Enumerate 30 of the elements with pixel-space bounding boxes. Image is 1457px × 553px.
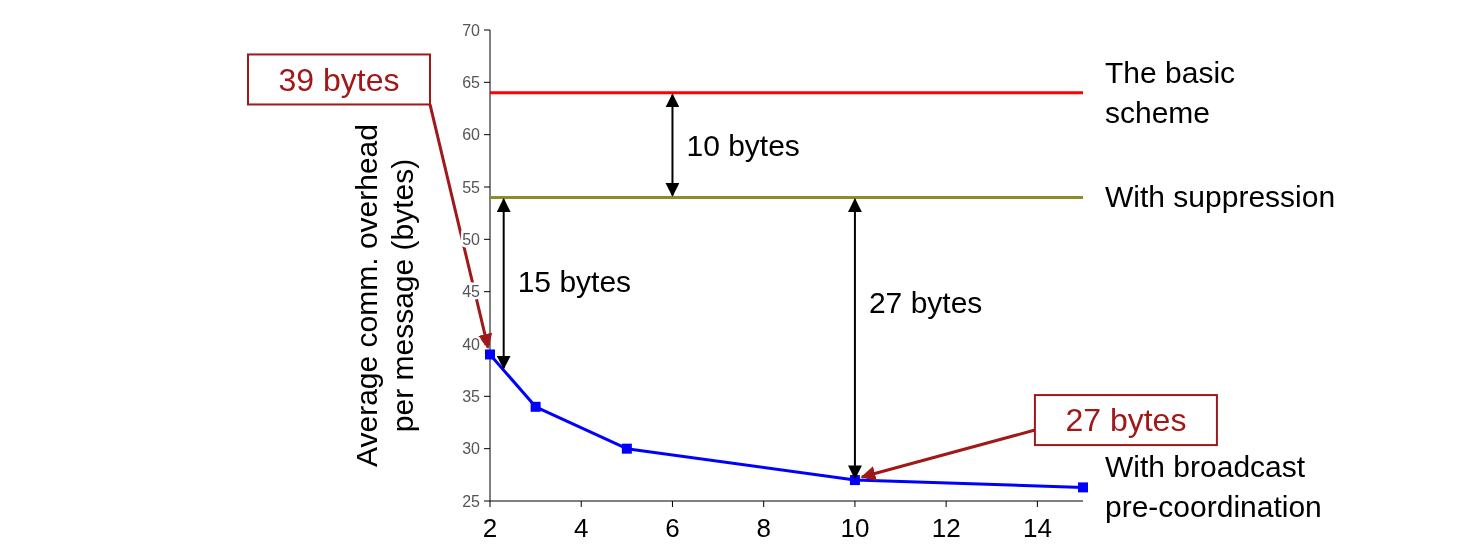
x-tick-label: 4 — [574, 513, 589, 543]
y-tick-label: 30 — [462, 440, 481, 458]
annotation: 27 bytes — [1065, 402, 1187, 439]
y-tick-label: 55 — [462, 178, 481, 196]
series-label: With suppression — [1105, 180, 1336, 214]
annotation: 27 bytes — [868, 285, 983, 319]
x-tick-label: 2 — [482, 513, 498, 543]
point — [849, 475, 860, 486]
x-tick-label: 10 — [840, 513, 870, 543]
y-tick-label: 60 — [462, 126, 481, 144]
point — [621, 443, 632, 454]
annotation: 39 bytes — [278, 61, 400, 98]
annotation: 15 bytes — [517, 264, 632, 298]
series-label: The basic scheme — [1105, 55, 1236, 129]
x-tick-label: 8 — [756, 513, 771, 543]
series-label: With broadcast pre-coordination — [1105, 450, 1322, 524]
y-tick-label: 25 — [462, 492, 481, 510]
y-tick-label: 50 — [462, 230, 481, 248]
annotation: 10 bytes — [686, 128, 800, 162]
point — [485, 349, 495, 360]
y-tick-label: 35 — [462, 387, 481, 405]
y-tick-label: 40 — [462, 335, 481, 353]
point — [530, 401, 541, 412]
y-tick-label: 70 — [462, 21, 481, 39]
y-axis-title: Average comm. overhead per message (bytes) — [350, 124, 419, 467]
x-tick-label: 12 — [931, 513, 961, 543]
x-tick-label: 6 — [665, 513, 680, 543]
point — [1078, 482, 1088, 493]
x-tick-label: 14 — [1022, 513, 1052, 543]
y-tick-label: 65 — [462, 73, 481, 91]
